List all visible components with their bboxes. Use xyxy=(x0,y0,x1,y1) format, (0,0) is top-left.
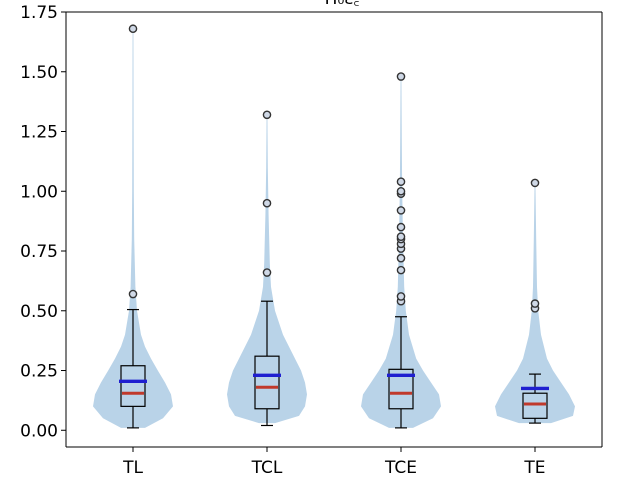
x-tick-label-tl: TL xyxy=(122,458,143,478)
outlier-tce-1 xyxy=(396,292,406,301)
y-tick-label-0.25: 0.25 xyxy=(20,362,58,382)
violin-tl xyxy=(93,28,173,428)
plot-area: 0.00 0.25 0.50 0.75 1.00 1.25 1.50 1.75 TL TCL TCE… xyxy=(20,3,603,478)
y-tick-label-0.50: 0.50 xyxy=(20,302,58,322)
x-tick-label-te: TE xyxy=(523,458,545,478)
chart-title: H₀ε꜀ xyxy=(325,0,360,9)
outlier-tce-9 xyxy=(396,206,406,215)
outlier-tce-11 xyxy=(396,186,406,196)
outlier-tce-8 xyxy=(396,222,406,232)
outlier-tce-13 xyxy=(396,72,406,81)
outlier-tce-7 xyxy=(396,232,406,241)
outlier-tl-1 xyxy=(128,24,138,34)
y-tick-label-1.00: 1.00 xyxy=(20,182,58,202)
y-tick-label-0.75: 0.75 xyxy=(20,242,58,262)
outlier-te-1 xyxy=(530,299,540,308)
y-tick-label-1.25: 1.25 xyxy=(20,123,58,143)
box-te xyxy=(522,392,548,419)
outlier-tcl-1 xyxy=(262,198,272,208)
outlier-tce-3 xyxy=(396,253,406,263)
outlier-tcl-2 xyxy=(262,110,272,120)
y-tick-label-0.00: 0.00 xyxy=(20,421,58,441)
y-tick-label-1.75: 1.75 xyxy=(20,3,58,23)
box-tcl xyxy=(254,355,280,410)
x-tick-label-tcl: TCL xyxy=(251,458,283,478)
outlier-tce-2 xyxy=(396,265,406,275)
y-tick-label-1.50: 1.50 xyxy=(20,63,58,83)
box-tce xyxy=(388,368,414,410)
outlier-te-2 xyxy=(530,178,540,188)
box-tl xyxy=(120,365,146,407)
outlier-tce-12 xyxy=(396,177,406,186)
outlier-tcl-0 xyxy=(262,268,272,277)
outlier-tl-0 xyxy=(128,289,138,299)
x-tick-label-tce: TCE xyxy=(384,458,417,478)
